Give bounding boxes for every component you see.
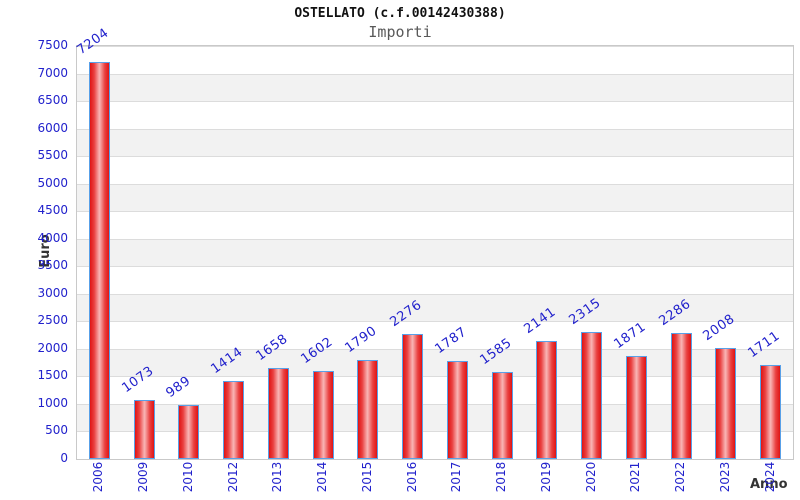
background-band xyxy=(77,211,793,239)
y-tick-label: 4500 xyxy=(37,203,68,218)
x-tick-label: 2018 xyxy=(494,461,509,493)
y-tick-label: 1500 xyxy=(37,368,68,383)
x-tick-label: 2024 xyxy=(762,461,777,493)
x-tick-label: 2016 xyxy=(404,461,419,493)
bar-2009 xyxy=(133,399,155,459)
y-tick-label: 2000 xyxy=(37,340,68,355)
y-tick-label: 6500 xyxy=(37,93,68,108)
x-tick-label: 2015 xyxy=(359,461,374,493)
background-band xyxy=(77,266,793,294)
y-tick-label: 4000 xyxy=(37,230,68,245)
y-tick-label: 1000 xyxy=(37,395,68,410)
x-tick-label: 2022 xyxy=(673,461,688,493)
y-tick-label: 500 xyxy=(45,423,68,438)
bar-2006 xyxy=(88,62,110,459)
x-axis-title: Anno xyxy=(750,477,788,492)
y-tick-label: 7000 xyxy=(37,65,68,80)
background-band xyxy=(77,238,793,267)
x-tick-label: 2009 xyxy=(136,461,151,493)
y-tick-label: 7500 xyxy=(37,38,68,52)
bar-2014 xyxy=(312,370,334,459)
x-tick-label: 2020 xyxy=(583,461,598,493)
y-tick-label: 3500 xyxy=(37,258,68,273)
bar-2021 xyxy=(625,355,647,459)
bar-2019 xyxy=(536,341,558,459)
background-band xyxy=(77,73,793,102)
bar-2015 xyxy=(357,360,379,459)
x-tick-label: 2021 xyxy=(628,461,643,493)
background-band xyxy=(77,46,793,74)
chart-title: OSTELLATO (c.f.00142430388) xyxy=(294,6,506,21)
chart-subtitle: Importi xyxy=(368,23,432,41)
bar-2013 xyxy=(267,367,289,459)
bar-2020 xyxy=(581,331,603,459)
bar-2023 xyxy=(715,348,737,459)
x-tick-label: 2019 xyxy=(538,461,553,493)
background-band xyxy=(77,156,793,184)
bar-2017 xyxy=(446,360,468,459)
background-band xyxy=(77,293,793,322)
background-band xyxy=(77,101,793,129)
y-tick-label: 2500 xyxy=(37,313,68,328)
bar-2012 xyxy=(223,381,245,459)
bar-2022 xyxy=(670,333,692,459)
plot-area: 7204 1073 989 1414 1658 1602 1790 2276 1787 1585 2… xyxy=(74,26,794,460)
y-tick-label: 5000 xyxy=(37,175,68,190)
bar-2010 xyxy=(178,404,200,459)
x-tick-label: 2006 xyxy=(91,461,106,493)
x-tick-label: 2013 xyxy=(270,461,285,493)
bar-2024 xyxy=(760,364,782,459)
x-tick-label: 2023 xyxy=(717,461,732,493)
y-tick-label: 3000 xyxy=(37,285,68,300)
x-tick-label: 2014 xyxy=(315,461,330,493)
y-tick-label: 5500 xyxy=(37,148,68,163)
bar-2018 xyxy=(491,371,513,459)
background-band xyxy=(77,128,793,157)
x-tick-label: 2017 xyxy=(449,461,464,493)
background-band xyxy=(77,183,793,212)
y-tick-label: 6000 xyxy=(37,120,68,135)
bar-2016 xyxy=(402,333,424,459)
x-tick-label: 2010 xyxy=(180,461,195,493)
x-tick-label: 2012 xyxy=(225,461,240,493)
y-tick-label: 0 xyxy=(60,451,68,465)
